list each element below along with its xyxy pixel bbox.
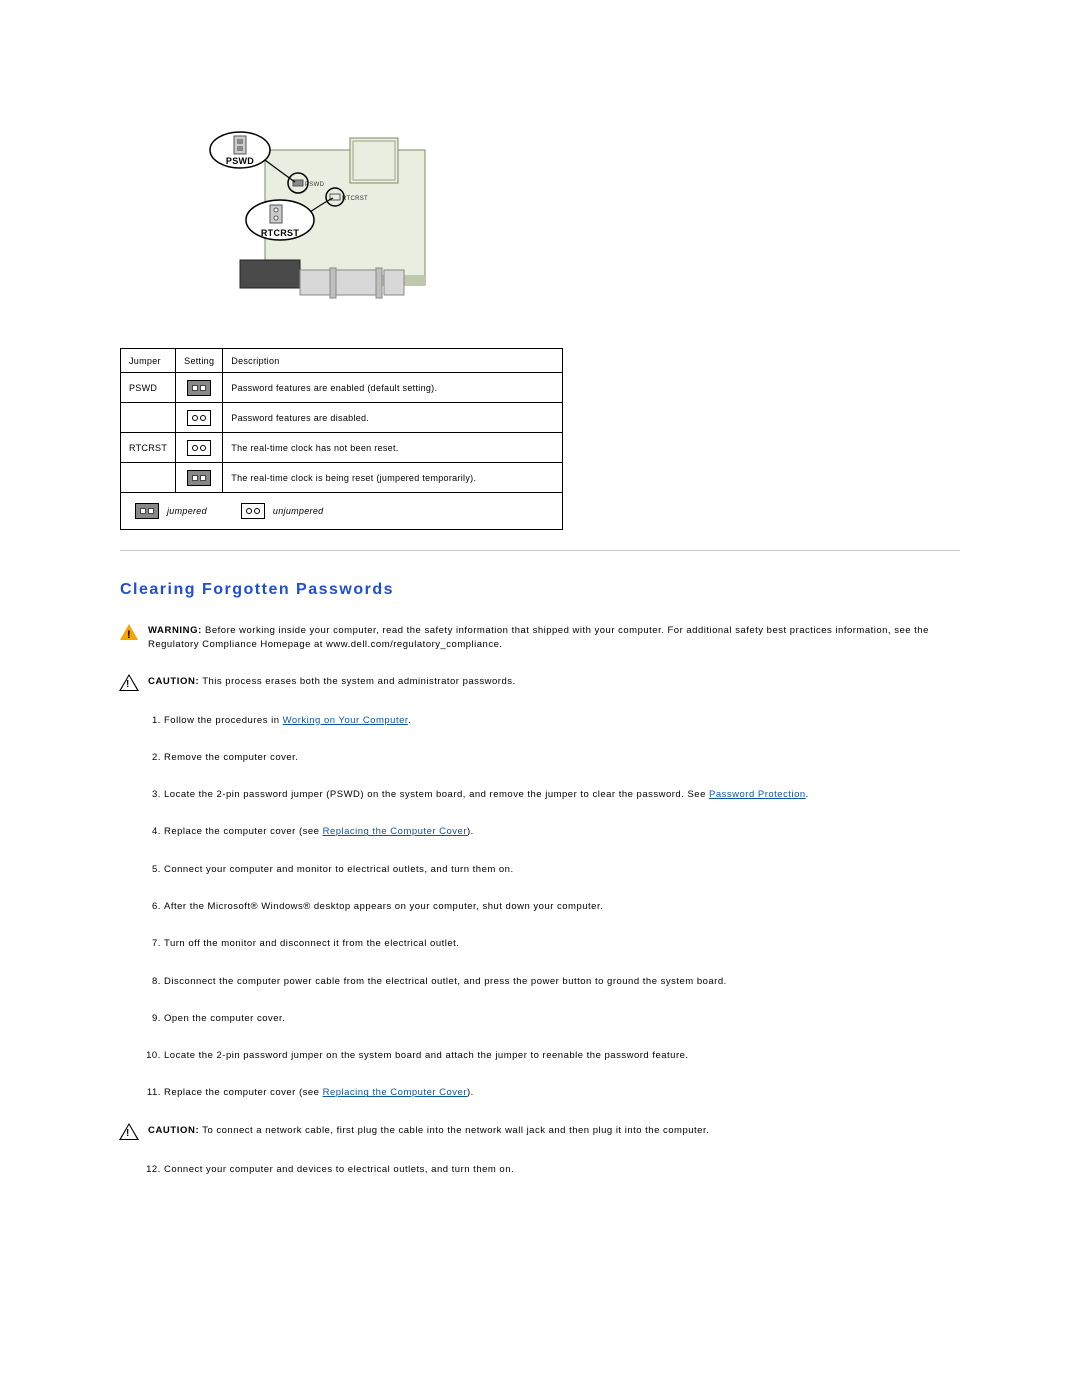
warning-notice: ! WARNING: Before working inside your co… [120, 624, 960, 653]
step-7: Turn off the monitor and disconnect it f… [164, 937, 960, 950]
table-row: PSWD Password features are enabled (defa… [121, 373, 563, 403]
step-5: Connect your computer and monitor to ele… [164, 863, 960, 876]
warning-text: Before working inside your computer, rea… [148, 625, 929, 650]
step-6: After the Microsoft® Windows® desktop ap… [164, 900, 960, 913]
caution-label-2: CAUTION: [148, 1125, 199, 1136]
caution-notice: ! CAUTION: This process erases both the … [120, 675, 960, 692]
callout-rtcrst: RTCRST [261, 228, 299, 238]
caution-icon: ! [120, 675, 138, 692]
step-3: Locate the 2-pin password jumper (PSWD) … [164, 788, 960, 801]
table-row: Password features are disabled. [121, 403, 563, 433]
caution-notice-2: ! CAUTION: To connect a network cable, f… [120, 1124, 960, 1141]
procedure-steps-cont: Connect your computer and devices to ele… [164, 1163, 960, 1176]
warning-label: WARNING: [148, 625, 202, 636]
step-10: Locate the 2-pin password jumper on the … [164, 1049, 960, 1062]
caution-text-2: To connect a network cable, first plug t… [202, 1125, 709, 1136]
step-11: Replace the computer cover (see Replacin… [164, 1086, 960, 1099]
jumpered-icon [187, 470, 211, 486]
section-title: Clearing Forgotten Passwords [120, 581, 960, 599]
link-replace-cover-1[interactable]: Replacing the Computer Cover [323, 826, 467, 837]
col-description: Description [223, 349, 563, 373]
jumper-location-diagram: PSWD RTCRST PSWD RTCRST [170, 120, 960, 323]
jumper-settings-table: Jumper Setting Description PSWD Password… [120, 348, 563, 530]
link-password-protection[interactable]: Password Protection [709, 789, 806, 800]
unjumpered-icon [241, 503, 265, 519]
callout-pswd: PSWD [226, 156, 254, 166]
jumpered-icon [187, 380, 211, 396]
step-8: Disconnect the computer power cable from… [164, 975, 960, 988]
step-2: Remove the computer cover. [164, 751, 960, 764]
link-working-on-computer[interactable]: Working on Your Computer [283, 715, 408, 726]
step-4: Replace the computer cover (see Replacin… [164, 825, 960, 838]
step-1: Follow the procedures in Working on Your… [164, 714, 960, 727]
col-jumper: Jumper [121, 349, 176, 373]
warning-icon: ! [120, 624, 138, 640]
board-label-rtcrst: RTCRST [342, 196, 368, 202]
legend-jumpered: jumpered [167, 506, 207, 516]
jumpered-icon [135, 503, 159, 519]
step-12: Connect your computer and devices to ele… [164, 1163, 960, 1176]
link-replace-cover-2[interactable]: Replacing the Computer Cover [323, 1087, 467, 1098]
table-row: RTCRST The real-time clock has not been … [121, 433, 563, 463]
col-setting: Setting [176, 349, 223, 373]
caution-icon: ! [120, 1124, 138, 1141]
divider [120, 550, 960, 551]
table-row: The real-time clock is being reset (jump… [121, 463, 563, 493]
unjumpered-icon [187, 410, 211, 426]
caution-text: This process erases both the system and … [202, 676, 515, 687]
table-legend-row: jumpered unjumpered [121, 493, 563, 530]
legend-unjumpered: unjumpered [273, 506, 324, 516]
caution-label: CAUTION: [148, 676, 199, 687]
motherboard-svg: PSWD RTCRST PSWD RTCRST [170, 120, 430, 320]
unjumpered-icon [187, 440, 211, 456]
procedure-steps: Follow the procedures in Working on Your… [164, 714, 960, 1100]
table-header-row: Jumper Setting Description [121, 349, 563, 373]
step-9: Open the computer cover. [164, 1012, 960, 1025]
